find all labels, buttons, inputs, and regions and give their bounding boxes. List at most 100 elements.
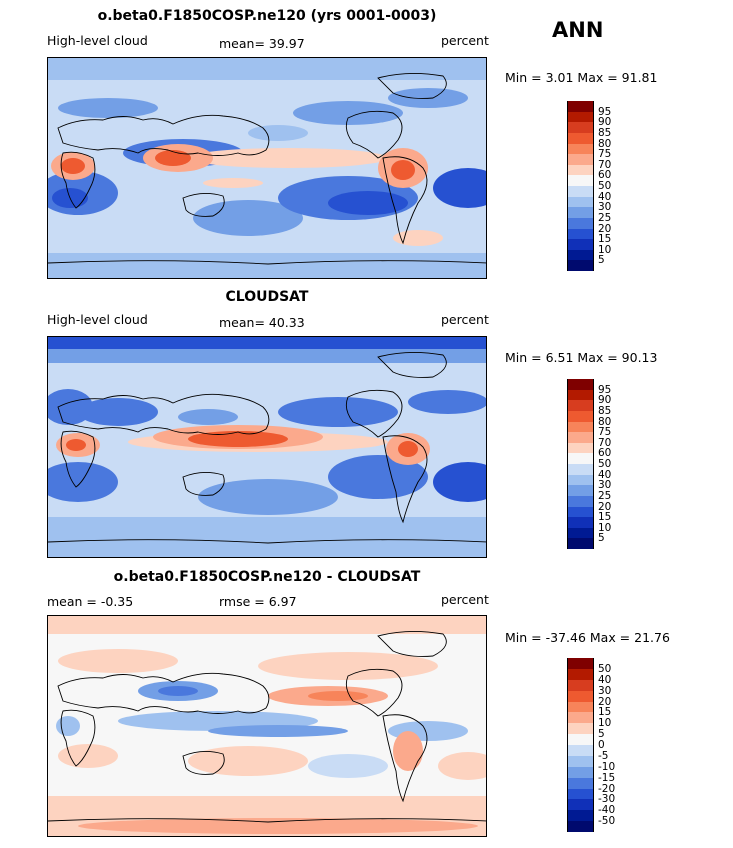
panel-units-label-model: percent — [441, 33, 489, 48]
colorbar-level-label: 15 — [598, 511, 612, 524]
colorbar-level-label: 20 — [598, 695, 612, 708]
colorbar-swatch — [567, 260, 594, 272]
colorbar-swatch — [567, 400, 594, 412]
colorbar-swatch — [567, 432, 594, 444]
colorbar-level-label: 20 — [598, 222, 612, 235]
colorbar-level-label: 60 — [598, 169, 612, 182]
colorbar-level-label: 10 — [598, 717, 612, 730]
colorbar-level-label: 75 — [598, 148, 612, 161]
colorbar-swatch — [567, 745, 594, 756]
colorbar-level-label: -30 — [598, 793, 616, 806]
colorbar-level-label: -20 — [598, 782, 616, 795]
colorbar-level-label: 20 — [598, 500, 612, 513]
colorbar-level-label: 5 — [598, 532, 605, 545]
panel-mean-label-diff: mean = -0.35 — [47, 594, 134, 609]
colorbar-level-label: 30 — [598, 684, 612, 697]
panel-title-obs: CLOUDSAT — [225, 289, 309, 305]
colorbar-swatch — [567, 207, 594, 219]
colorbar-swatch — [567, 474, 594, 486]
map-diff — [47, 615, 487, 837]
colorbar-swatch — [567, 442, 594, 454]
minmax-model: Min = 3.01 Max = 91.81 — [505, 70, 658, 85]
map-model-svg — [48, 58, 486, 278]
colorbar-level-label: 80 — [598, 137, 612, 150]
colorbar-swatch — [567, 249, 594, 261]
colorbar-swatch — [567, 755, 594, 767]
colorbar-swatch — [567, 421, 594, 433]
colorbar-swatch — [567, 690, 594, 702]
colorbar-level-label: 80 — [598, 415, 612, 428]
colorbar-swatch — [567, 464, 594, 475]
colorbar-level-label: 30 — [598, 479, 612, 492]
panel-units-label-obs: percent — [441, 312, 489, 327]
colorbar-swatch — [567, 453, 594, 465]
colorbar-swatch — [567, 527, 594, 539]
panel-variable-label-model: High-level cloud — [47, 33, 148, 48]
colorbar-swatch — [567, 111, 594, 123]
colorbar-swatch — [567, 495, 594, 507]
colorbar-swatch — [567, 410, 594, 422]
colorbar-level-label: -5 — [598, 749, 609, 762]
map-obs — [47, 336, 487, 558]
colorbar-swatch — [567, 788, 594, 800]
colorbar-swatch — [567, 538, 594, 550]
colorbar-swatch — [567, 132, 594, 144]
colorbar-swatch — [567, 712, 594, 724]
colorbar-swatch — [567, 701, 594, 713]
colorbar-level-label: -15 — [598, 771, 616, 784]
colorbar-swatch — [567, 506, 594, 518]
colorbar-level-label: 50 — [598, 180, 612, 192]
colorbar-swatch — [567, 175, 594, 187]
colorbar-swatch — [567, 679, 594, 691]
colorbar-level-label: 85 — [598, 126, 612, 139]
colorbar-level-label: -50 — [598, 815, 616, 828]
colorbar-swatch — [567, 723, 594, 735]
colorbar-level-label: 90 — [598, 116, 612, 129]
colorbar-swatch — [567, 217, 594, 229]
colorbar-level-label: -10 — [598, 760, 616, 773]
colorbar-level-label: 95 — [598, 105, 612, 118]
colorbar-swatch — [567, 658, 594, 669]
colorbar-swatch — [567, 766, 594, 778]
colorbar-swatch — [567, 122, 594, 134]
panel-units-label-diff: percent — [441, 592, 489, 607]
colorbar-swatch — [567, 517, 594, 529]
colorbar-swatch — [567, 810, 594, 822]
panel-mean-label-obs: mean= 40.33 — [219, 315, 305, 330]
colorbar-swatch — [567, 799, 594, 811]
colorbar-level-label: 10 — [598, 243, 612, 256]
colorbar-level-label: 75 — [598, 426, 612, 439]
colorbar-level-label: -40 — [598, 804, 616, 817]
panel-rmse-label-diff: rmse = 6.97 — [219, 594, 297, 609]
colorbar-level-label: 50 — [598, 662, 612, 675]
colorbar-swatch — [567, 196, 594, 208]
colorbar-level-label: 15 — [598, 233, 612, 246]
colorbar-level-label: 5 — [598, 728, 605, 741]
colorbar-level-label: 25 — [598, 211, 612, 224]
minmax-diff: Min = -37.46 Max = 21.76 — [505, 630, 670, 645]
colorbar-swatch — [567, 164, 594, 176]
colorbar-swatch — [567, 143, 594, 155]
colorbar-level-label: 95 — [598, 383, 612, 396]
panel-title-model: o.beta0.F1850COSP.ne120 (yrs 0001-0003) — [97, 8, 437, 24]
colorbar-level-label: 40 — [598, 190, 612, 203]
season-label: ANN — [552, 18, 604, 42]
colorbar-level-label: 5 — [598, 254, 605, 267]
colorbar-swatch — [567, 389, 594, 401]
colorbar-level-label: 25 — [598, 489, 612, 502]
colorbar-swatch — [567, 777, 594, 789]
panel-variable-label-obs: High-level cloud — [47, 312, 148, 327]
colorbar-swatch — [567, 379, 594, 390]
colorbar-swatch — [567, 485, 594, 497]
map-obs-svg — [48, 337, 486, 557]
panel-mean-label-model: mean= 39.97 — [219, 36, 305, 51]
colorbar-level-label: 40 — [598, 673, 612, 686]
colorbar-level-label: 30 — [598, 201, 612, 214]
colorbar-level-label: 70 — [598, 436, 612, 449]
colorbar-level-label: 50 — [598, 458, 612, 470]
colorbar-swatch — [567, 734, 594, 746]
colorbar-level-label: 10 — [598, 521, 612, 534]
colorbar-swatch — [567, 821, 594, 833]
minmax-obs: Min = 6.51 Max = 90.13 — [505, 350, 658, 365]
colorbar-swatch — [567, 101, 594, 112]
